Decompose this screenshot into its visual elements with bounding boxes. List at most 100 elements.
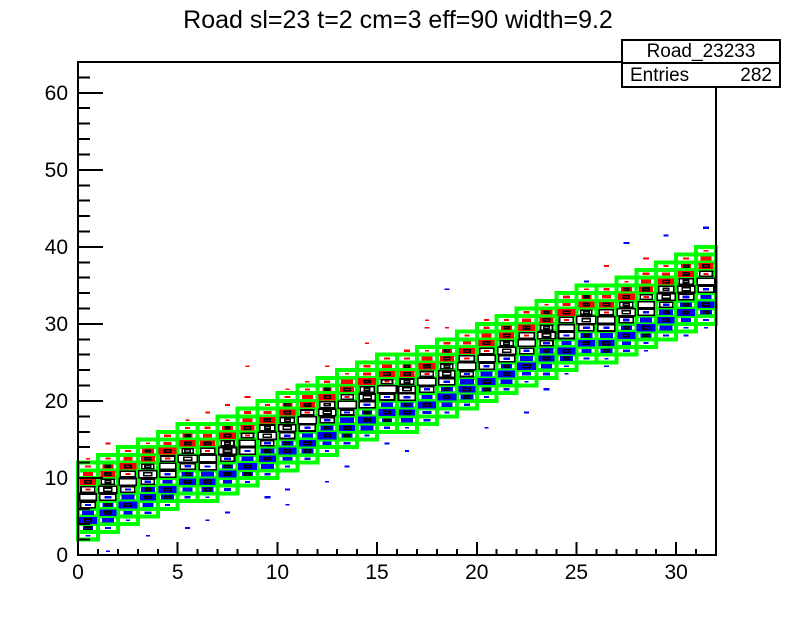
hit-box-white xyxy=(499,339,514,347)
inner-open-box xyxy=(363,418,371,423)
hit-box-red xyxy=(279,409,296,416)
hit-box-white xyxy=(177,454,198,464)
inner-open-box xyxy=(443,349,451,353)
stats-entries-label: Entries xyxy=(630,65,690,86)
hit-box-red xyxy=(501,325,513,330)
inner-open-box xyxy=(143,495,152,500)
hit-box-white xyxy=(637,300,655,309)
outlier-blue-box xyxy=(444,288,450,291)
inner-open-box xyxy=(123,464,132,469)
inner-red-box xyxy=(344,396,350,399)
inner-open-box xyxy=(403,372,411,376)
inner-open-box xyxy=(383,371,392,377)
y-axis-tick-label: 60 xyxy=(45,82,68,105)
hit-box-blue xyxy=(144,511,152,514)
inner-open-box xyxy=(263,426,271,430)
hit-box-white xyxy=(477,354,496,363)
hit-box-white xyxy=(317,408,337,417)
hit-box-red xyxy=(642,272,650,276)
hit-box-blue xyxy=(604,357,609,360)
inner-open-box xyxy=(682,264,690,268)
hit-box-blue xyxy=(165,503,171,506)
hit-box-blue xyxy=(480,371,493,377)
hit-box-red xyxy=(540,310,553,315)
hit-box-blue xyxy=(362,410,373,415)
inner-open-box xyxy=(264,449,271,453)
hit-box-blue xyxy=(458,386,476,393)
hit-box-blue xyxy=(700,310,713,315)
hit-box-red xyxy=(102,464,114,469)
hit-box-blue xyxy=(501,364,513,369)
inner-blue-box xyxy=(563,334,570,337)
hit-box-blue xyxy=(341,433,353,438)
hit-box-blue xyxy=(417,401,436,409)
inner-blue-box xyxy=(104,495,112,499)
hit-box-red xyxy=(324,380,331,383)
inner-open-box xyxy=(562,356,571,361)
inner-blue-box xyxy=(244,449,251,453)
hit-box-blue xyxy=(421,394,433,400)
inner-blue-box xyxy=(543,341,550,345)
outlier-red-box xyxy=(364,372,371,376)
inner-open-box xyxy=(443,387,451,392)
inner-open-box xyxy=(383,418,391,423)
inner-red-box xyxy=(524,334,530,337)
inner-open-box xyxy=(662,310,670,315)
inner-open-box xyxy=(501,348,512,354)
inner-open-box xyxy=(443,395,451,400)
inner-open-box xyxy=(243,472,252,476)
inner-open-box xyxy=(223,441,232,446)
hit-box-white xyxy=(278,423,297,432)
hit-box-white xyxy=(337,400,357,410)
inner-open-box xyxy=(582,310,590,315)
outlier-blue-box xyxy=(404,450,409,452)
inner-open-box xyxy=(283,441,291,446)
inner-blue-box xyxy=(682,295,690,299)
inner-open-box xyxy=(403,364,411,368)
hit-box-blue xyxy=(659,309,674,316)
inner-open-box xyxy=(503,341,511,346)
hit-box-white xyxy=(517,339,536,348)
hit-box-red xyxy=(641,279,652,284)
inner-open-box xyxy=(503,326,510,330)
hit-box-blue xyxy=(459,378,474,385)
outlier-blue-box xyxy=(464,403,470,406)
hit-box-white xyxy=(397,385,417,394)
inner-open-box xyxy=(541,333,552,338)
hit-box-blue xyxy=(104,526,111,530)
hit-box-white xyxy=(158,462,177,471)
x-axis-tick-label: 25 xyxy=(565,561,588,584)
hit-box-red xyxy=(318,393,336,401)
hit-box-white xyxy=(597,315,616,325)
inner-open-box xyxy=(204,487,212,492)
hit-box-blue xyxy=(161,494,175,500)
inner-open-box xyxy=(144,449,151,453)
hit-box-blue xyxy=(278,447,297,455)
inner-open-box xyxy=(583,333,590,338)
hit-box-blue xyxy=(643,342,649,345)
inner-blue-box xyxy=(703,288,710,291)
hit-box-red xyxy=(624,280,629,283)
inner-open-box xyxy=(184,433,191,438)
outlier-red-box xyxy=(403,349,410,353)
inner-open-box xyxy=(164,495,172,500)
hit-box-blue xyxy=(142,502,154,508)
hit-box-blue xyxy=(683,326,689,329)
hit-box-blue xyxy=(182,487,193,492)
inner-blue-box xyxy=(603,326,610,329)
inner-open-box xyxy=(183,441,192,446)
inner-open-box xyxy=(602,348,610,353)
hit-box-blue xyxy=(322,441,332,446)
hit-box-blue xyxy=(223,480,233,484)
hit-box-blue xyxy=(162,479,173,484)
hit-box-red xyxy=(182,433,193,438)
outlier-red-box xyxy=(305,380,310,383)
inner-open-box xyxy=(582,341,591,346)
hit-box-white xyxy=(138,469,158,479)
hit-box-white xyxy=(220,440,235,447)
hit-box-red xyxy=(123,456,133,461)
outlier-blue-box xyxy=(704,326,709,329)
outlier-red-box xyxy=(225,403,231,406)
hit-box-blue xyxy=(600,348,613,354)
